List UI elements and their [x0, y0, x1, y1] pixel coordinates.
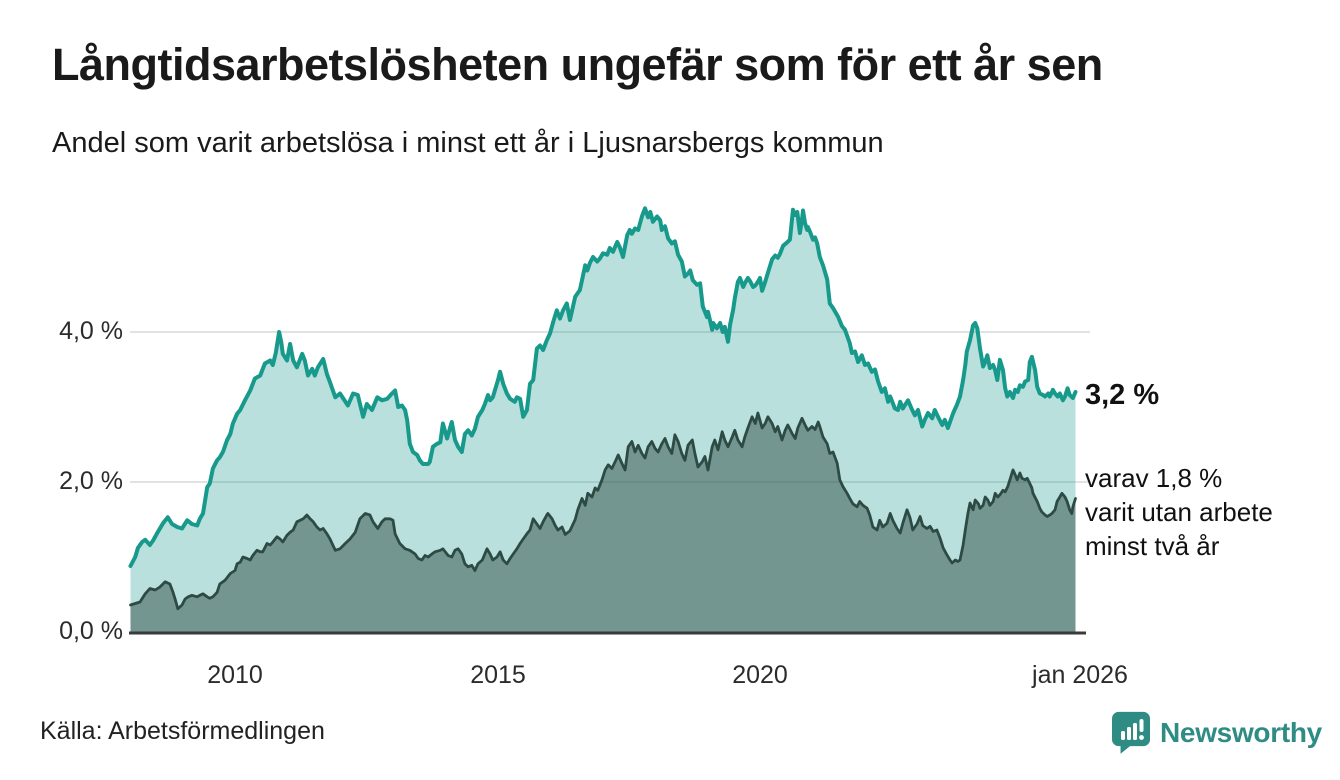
end-value-label: 3,2 % — [1085, 379, 1160, 411]
x-axis-tick-2010: 2010 — [207, 661, 263, 689]
series-area-1 — [130, 413, 1076, 632]
series-line-1 — [129, 411, 1077, 611]
y-axis-tick-2: 2,0 % — [59, 467, 123, 495]
brand-logo: Newsworthy — [1112, 710, 1322, 756]
annotation-line-3: minst två år — [1085, 531, 1220, 561]
brand-name: Newsworthy — [1160, 717, 1322, 748]
x-axis-tick-2020: 2020 — [732, 661, 788, 689]
y-axis-tick-0: 0,0 % — [59, 617, 123, 645]
series-line-0 — [128, 206, 1078, 568]
annotation-line-2: varit utan arbete — [1085, 497, 1273, 527]
page-title: Långtidsarbetslösheten ungefär som för e… — [52, 39, 1103, 90]
secondary-series-annotation: varav 1,8 % varit utan arbete minst två … — [1085, 461, 1273, 563]
chart-subtitle: Andel som varit arbetslösa i minst ett å… — [52, 127, 884, 159]
source-attribution: Källa: Arbetsförmedlingen — [40, 717, 325, 745]
x-axis-tick-jan-2026: jan 2026 — [1032, 661, 1128, 689]
annotation-line-1: varav 1,8 % — [1085, 463, 1223, 493]
newsworthy-logo-icon — [1112, 710, 1152, 756]
y-axis-tick-4: 4,0 % — [59, 317, 123, 345]
x-axis-tick-2015: 2015 — [470, 661, 526, 689]
